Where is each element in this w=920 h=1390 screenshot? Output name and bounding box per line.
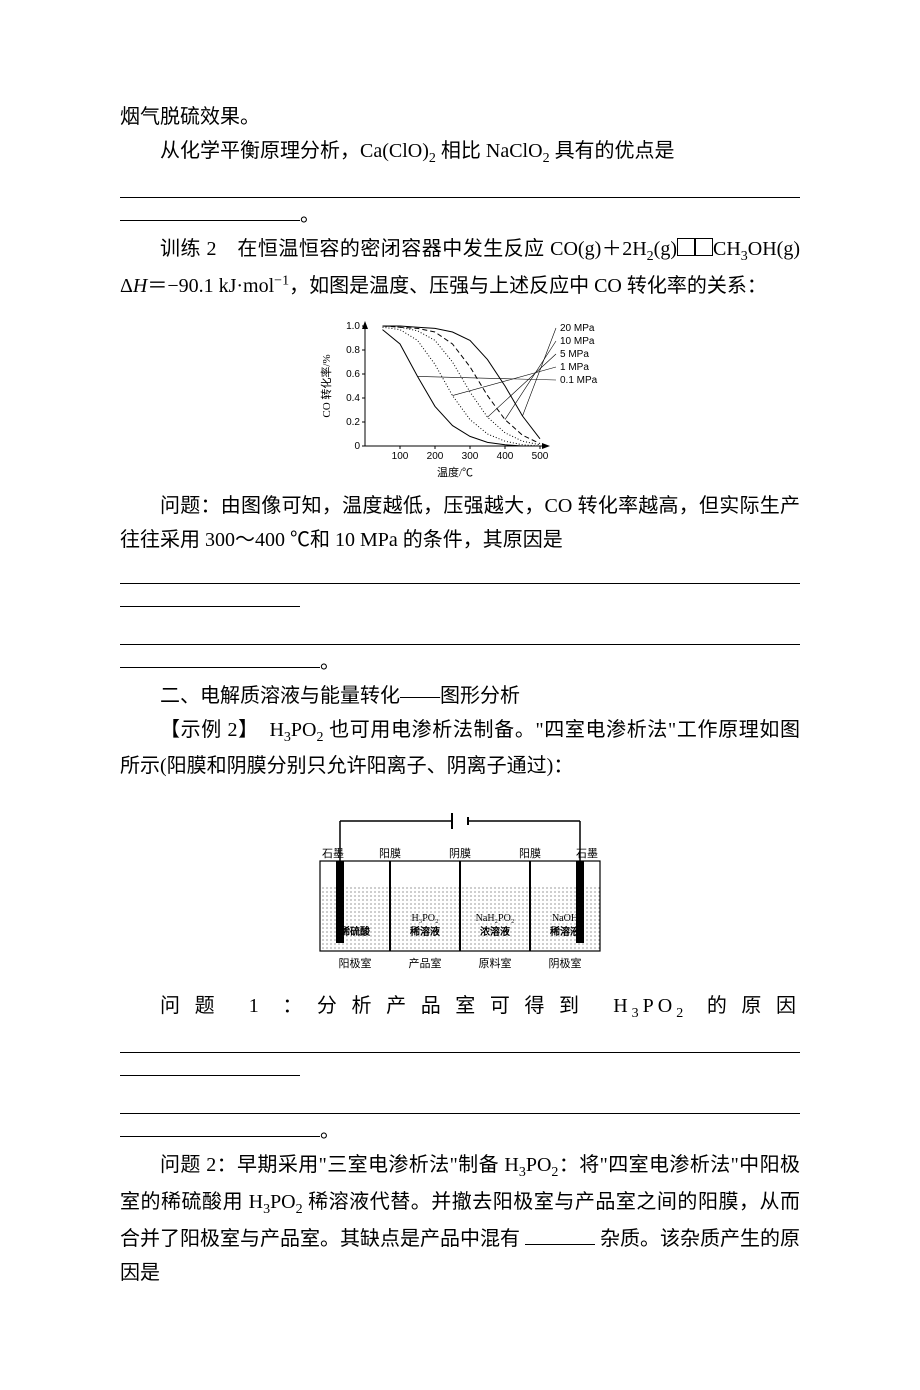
train2-sub1: 2: [647, 249, 654, 264]
blank-trail-2b: 。: [120, 645, 800, 679]
q2-text: 问题 2：早期采用"三室电渗析法"制备 H3PO2：将"四室电渗析法"中阳极室的…: [120, 1148, 800, 1290]
train2-e: ＝−90.1 kJ·mol: [147, 275, 274, 297]
intro-line1: 烟气脱硫效果。: [120, 100, 800, 134]
svg-text:NaOH: NaOH: [552, 913, 578, 924]
intro-line2-sub1: 2: [429, 151, 436, 166]
chart-container: 0 0.2 0.4 0.6 0.8 1.0 100 200 300 400 500 20 MPa 1…: [310, 311, 610, 481]
q2-sub1: 3: [519, 1165, 526, 1180]
train2-sub2: 3: [741, 249, 748, 264]
section2-title: 二、电解质溶液与能量转化——图形分析: [120, 679, 800, 713]
svg-text:产品室: 产品室: [409, 956, 442, 970]
train2-b: (g): [654, 238, 677, 260]
svg-text:阳膜: 阳膜: [519, 847, 541, 860]
intro-line2-suffix: 具有的优点是: [550, 140, 675, 162]
blank-line-2b: [120, 624, 800, 645]
react-box2: [695, 238, 713, 256]
svg-text:500: 500: [532, 451, 549, 462]
blank-line-3a: [120, 1032, 800, 1053]
svg-text:400: 400: [497, 451, 514, 462]
svg-text:H₃PO₂: H₃PO₂: [412, 913, 439, 924]
svg-text:石墨: 石墨: [576, 847, 598, 860]
svg-text:300: 300: [462, 451, 479, 462]
q2-blank: [525, 1224, 595, 1245]
svg-text:阳膜: 阳膜: [379, 847, 401, 860]
q1-sub1: 3: [632, 1006, 643, 1021]
q2-sub3: 3: [263, 1202, 270, 1217]
train2-label: 训练 2: [160, 238, 216, 260]
svg-text:石墨: 石墨: [322, 847, 344, 860]
q2-d: PO: [270, 1191, 296, 1213]
q2-sub4: 2: [296, 1202, 303, 1217]
svg-text:0.6: 0.6: [346, 369, 360, 380]
q1-suffix: 的原因: [687, 995, 800, 1017]
ex2-label: 【示例 2】: [160, 719, 249, 741]
svg-text:阴膜: 阴膜: [449, 847, 471, 860]
co-conversion-chart: 0 0.2 0.4 0.6 0.8 1.0 100 200 300 400 500 20 MPa 1…: [310, 311, 610, 481]
electrodialysis-diagram: 阳膜阴膜阳膜石墨石墨稀硫酸H₃PO₂稀溶液NaH₂PO₂浓溶液NaOH稀溶液阳极…: [290, 791, 630, 981]
svg-text:稀硫酸: 稀硫酸: [340, 925, 371, 938]
ex2-sub1: 3: [284, 730, 291, 745]
train2-h: H: [133, 275, 147, 297]
svg-text:20 MPa: 20 MPa: [560, 323, 595, 334]
svg-text:1.0: 1.0: [346, 321, 360, 332]
svg-text:100: 100: [392, 451, 409, 462]
ex2-a: H: [269, 719, 283, 741]
blank-line-2a: [120, 563, 800, 584]
svg-text:阴极室: 阴极室: [549, 956, 582, 970]
q2-b: PO: [526, 1154, 552, 1176]
svg-text:NaH₂PO₂: NaH₂PO₂: [476, 913, 515, 924]
svg-text:原料室: 原料室: [479, 956, 512, 970]
diagram-container: 阳膜阴膜阳膜石墨石墨稀硫酸H₃PO₂稀溶液NaH₂PO₂浓溶液NaOH稀溶液阳极…: [290, 791, 630, 981]
react-box1: [677, 238, 695, 256]
example2-text: 【示例 2】 H3PO2 也可用电渗析法制备。"四室电渗析法"工作原理如图所示(…: [120, 713, 800, 784]
q1-text: 问题 1 ：分析产品室可得到 H3PO2 的原因: [120, 989, 800, 1026]
svg-text:温度/℃: 温度/℃: [437, 465, 473, 479]
blank-trail-3b: 。: [120, 1114, 800, 1148]
ex2-b: PO: [291, 719, 317, 741]
svg-text:0: 0: [354, 441, 360, 452]
intro-line2-prefix: 从化学平衡原理分析，Ca(ClO): [160, 140, 429, 162]
svg-text:稀溶液: 稀溶液: [550, 925, 580, 938]
train2-a: 在恒温恒容的密闭容器中发生反应 CO(g)＋2H: [237, 238, 646, 260]
svg-text:0.2: 0.2: [346, 417, 360, 428]
svg-text:5 MPa: 5 MPa: [560, 349, 589, 360]
svg-text:10 MPa: 10 MPa: [560, 336, 595, 347]
intro-line2-mid: 相比 NaClO: [436, 140, 543, 162]
svg-text:CO 转化率/%: CO 转化率/%: [319, 354, 333, 417]
svg-text:0.1 MPa: 0.1 MPa: [560, 375, 598, 386]
blank-trail-3a: [120, 1053, 800, 1087]
svg-text:1 MPa: 1 MPa: [560, 362, 589, 373]
train2-f: ，如图是温度、压强与上述反应中 CO 转化率的关系：: [289, 275, 767, 297]
blank-trail-2a: [120, 584, 800, 618]
train2-question: 问题：由图像可知，温度越低，压强越大，CO 转化率越高，但实际生产往往采用 30…: [120, 489, 800, 557]
svg-text:200: 200: [427, 451, 444, 462]
train2-sup: −1: [274, 273, 289, 288]
svg-text:阳极室: 阳极室: [339, 956, 372, 970]
intro-line2-sub2: 2: [543, 151, 550, 166]
svg-text:稀溶液: 稀溶液: [410, 925, 440, 938]
svg-text:浓溶液: 浓溶液: [480, 925, 510, 938]
train2-text: 训练 2 在恒温恒容的密闭容器中发生反应 CO(g)＋2H2(g)CH3OH(g…: [120, 232, 800, 303]
blank-trail-1: 。: [120, 198, 800, 232]
blank-line-1: [120, 177, 800, 198]
q1-prefix: 问题 1 ：分析产品室可得到 H: [160, 995, 632, 1017]
q2-a: 问题 2：早期采用"三室电渗析法"制备 H: [160, 1154, 519, 1176]
q1-sub2: 2: [676, 1006, 687, 1021]
blank-line-3b: [120, 1093, 800, 1114]
intro-line2: 从化学平衡原理分析，Ca(ClO)2 相比 NaClO2 具有的优点是: [120, 134, 800, 171]
svg-text:0.4: 0.4: [346, 393, 360, 404]
svg-text:0.8: 0.8: [346, 345, 360, 356]
page: 烟气脱硫效果。 从化学平衡原理分析，Ca(ClO)2 相比 NaClO2 具有的…: [0, 0, 920, 1390]
q1-mid: PO: [643, 995, 677, 1017]
train2-c: CH: [713, 238, 741, 260]
